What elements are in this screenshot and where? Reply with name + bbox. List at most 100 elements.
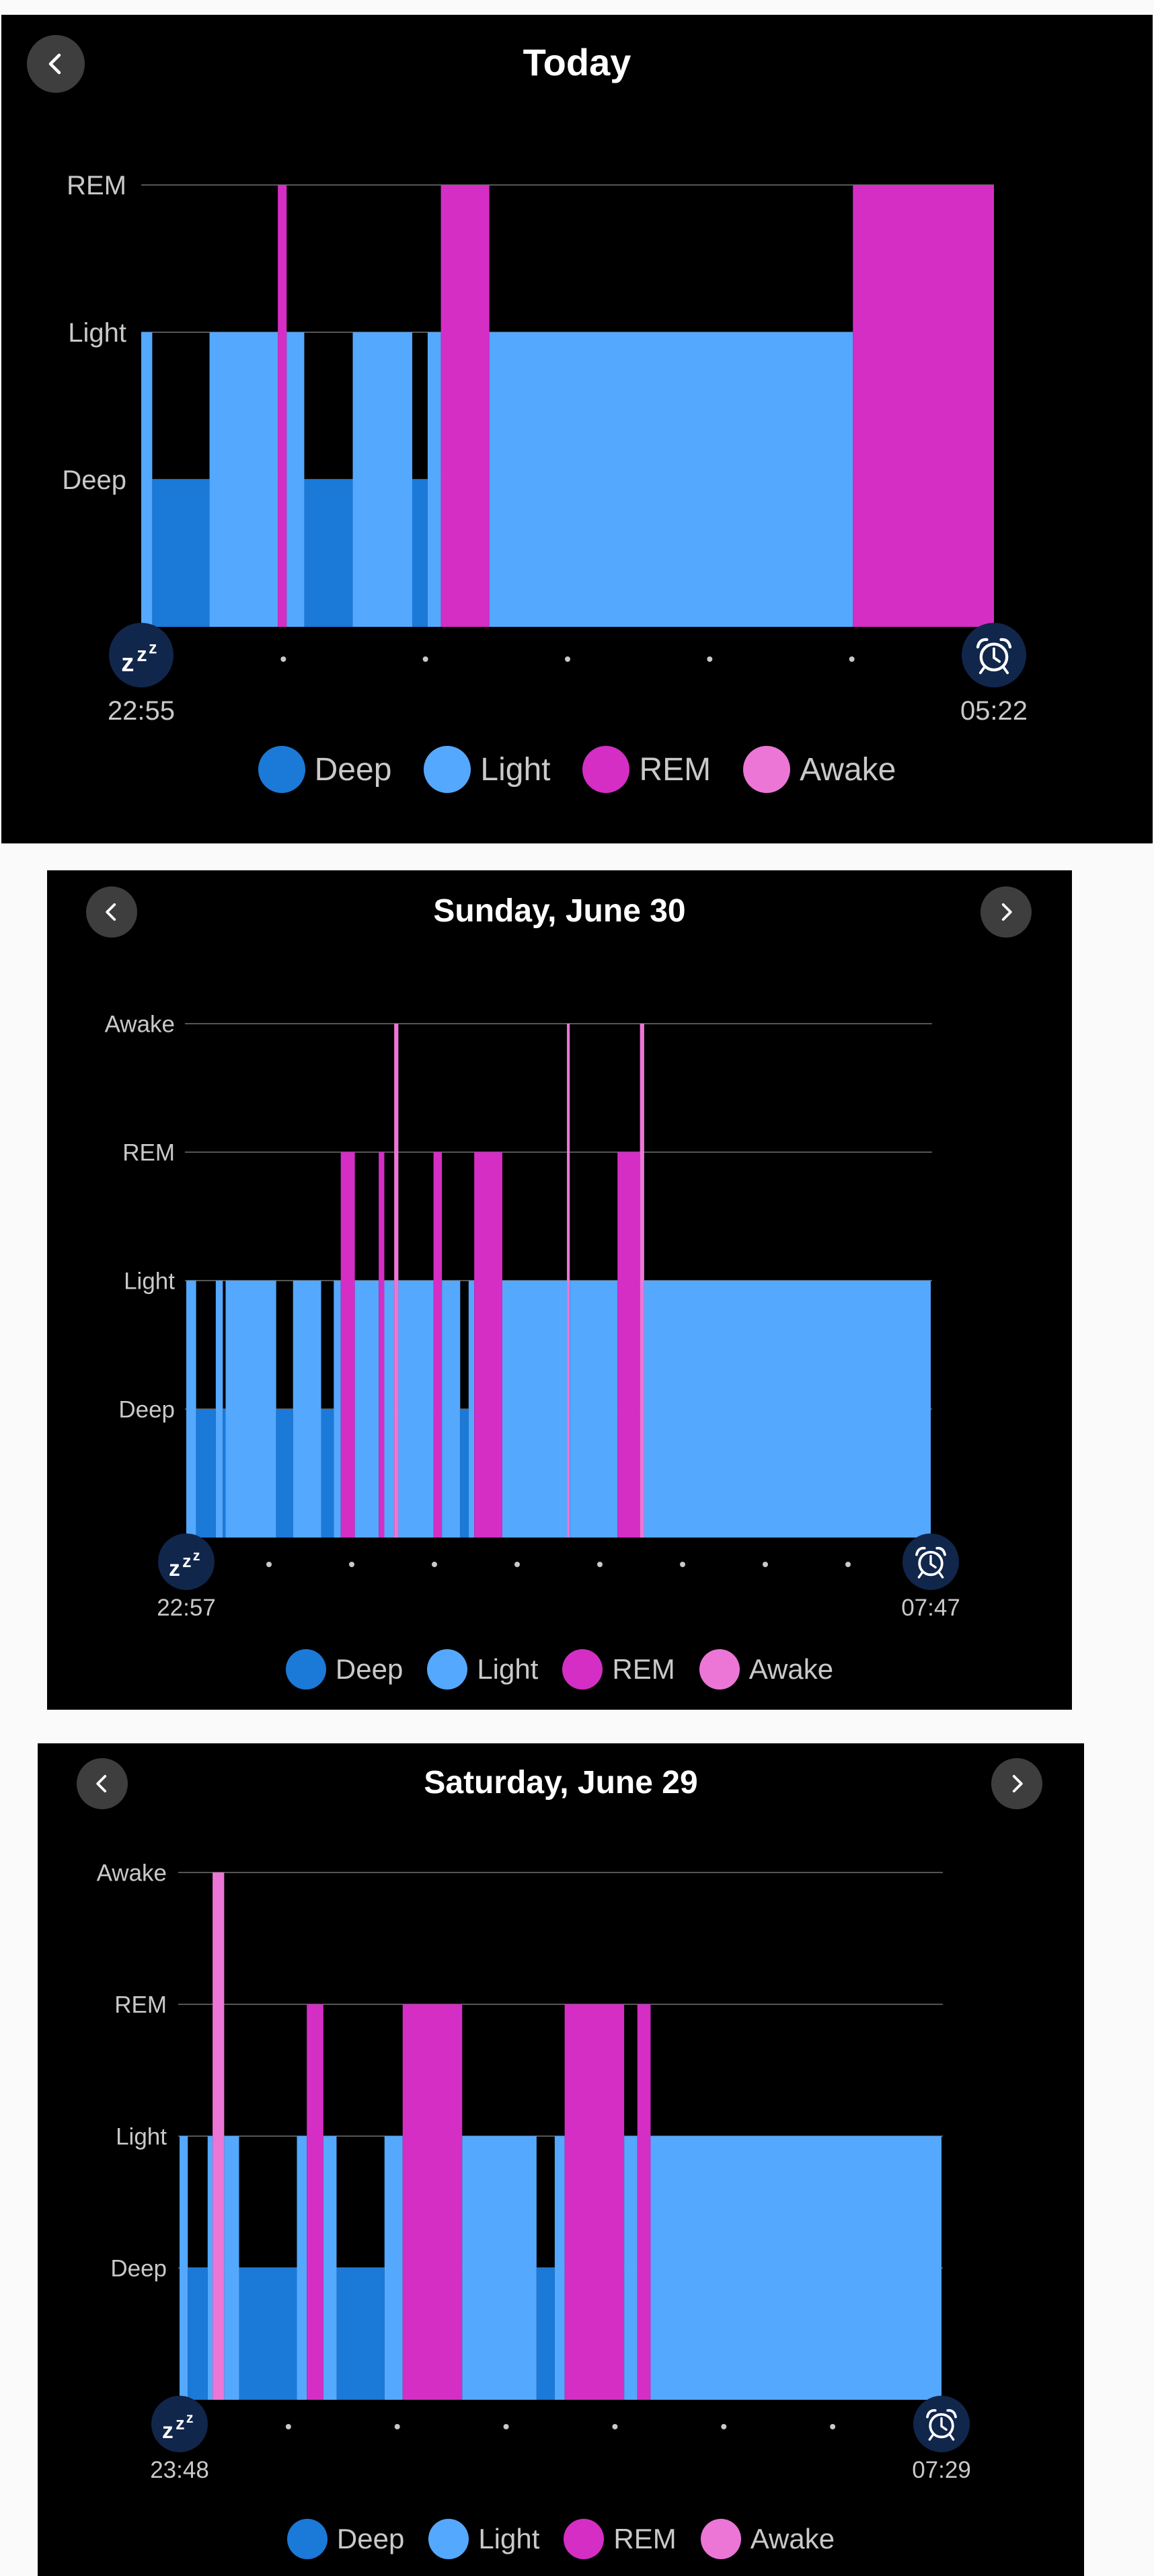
stage-bar-deep: [536, 2268, 555, 2400]
legend-label: Light: [477, 1653, 539, 1685]
legend-label: Light: [480, 751, 551, 788]
legend-swatch-deep: [285, 1649, 326, 1690]
end-time-label: 07:47: [901, 1595, 960, 1621]
stage-bar-light: [207, 2136, 213, 2400]
legend-item-awake: Awake: [743, 746, 896, 793]
stage-bar-rem: [340, 1152, 355, 1538]
svg-text:z: z: [182, 1551, 191, 1571]
legend-swatch-light: [424, 746, 471, 793]
svg-text:z: z: [169, 1556, 180, 1581]
stage-bar-deep: [321, 1409, 334, 1538]
legend-label: REM: [613, 2523, 677, 2554]
svg-text:z: z: [193, 1548, 200, 1564]
back-button[interactable]: [27, 35, 85, 93]
stage-bar-light: [554, 2136, 565, 2400]
start-time-label: 23:48: [150, 2457, 209, 2483]
stage-bar-light: [384, 2136, 403, 2400]
next-day-button[interactable]: [991, 1758, 1042, 1809]
svg-text:z: z: [149, 640, 157, 658]
stage-bar-light: [489, 332, 853, 627]
axis-tick-dot: [285, 2424, 291, 2429]
stage-bar-light: [354, 1281, 379, 1538]
axis-tick-dot: [721, 2424, 727, 2429]
stage-bar-light: [186, 1281, 196, 1538]
sleep-stage-chart: Deep Light REM Awake z z z 23:48 07:29: [97, 1860, 971, 2483]
legend-item-rem: REM: [564, 2519, 677, 2559]
stage-bar-light: [209, 332, 278, 627]
axis-tick-dot: [849, 656, 855, 662]
svg-text:z: z: [162, 2419, 174, 2444]
y-axis-label-light: Light: [124, 1268, 175, 1294]
alarm-clock-icon: [902, 1533, 959, 1590]
axis-tick-dot: [349, 1562, 354, 1567]
alarm-clock-icon: [913, 2396, 970, 2452]
sleep-stage-chart: Deep Light REM Awake z z z 22:57 07:47: [105, 1011, 960, 1621]
stage-bar-light: [644, 1281, 931, 1538]
stage-bar-light: [427, 332, 441, 627]
axis-tick-dot: [394, 2424, 400, 2429]
stage-bar-rem: [853, 185, 994, 627]
alarm-clock-icon: [962, 623, 1026, 687]
sleep-stage-chart: Deep Light REM z z z 22:55 05:22: [62, 171, 1028, 726]
stage-bar-deep: [188, 2268, 208, 2400]
stage-bar-light: [215, 1281, 223, 1538]
stage-bar-light: [570, 1281, 618, 1538]
stage-bar-light: [141, 332, 153, 627]
legend-swatch-rem: [562, 1649, 603, 1690]
y-axis-label-awake: Awake: [105, 1011, 175, 1037]
chevron-right-icon: [1001, 903, 1012, 921]
legend-swatch-light: [427, 1649, 468, 1690]
axis-tick-dot: [514, 1562, 520, 1567]
legend-label: Deep: [335, 1653, 403, 1685]
stage-bar-rem: [278, 185, 287, 627]
axis-tick-dot: [830, 2424, 836, 2429]
legend-label: REM: [612, 1653, 675, 1685]
next-day-button[interactable]: [980, 886, 1032, 938]
stage-bar-light: [225, 1281, 276, 1538]
stage-bar-awake: [567, 1024, 570, 1538]
y-axis-label-rem: REM: [67, 171, 126, 200]
chart-legend: Deep Light REM Awake: [38, 2519, 1084, 2559]
sleep-card-saturday-june-29: Saturday, June 29 Deep Light REM Awake z z z 23…: [38, 1743, 1084, 2576]
start-time-label: 22:55: [108, 696, 175, 726]
y-axis-label-deep: Deep: [62, 465, 126, 495]
legend-label: Awake: [750, 2523, 835, 2554]
legend-item-deep: Deep: [258, 746, 391, 793]
stage-bar-light: [650, 2136, 941, 2400]
chevron-left-icon: [106, 903, 116, 921]
stage-bar-light: [442, 1281, 461, 1538]
stage-bar-light: [334, 1281, 341, 1538]
stage-bar-deep: [152, 480, 210, 627]
stage-bar-rem: [379, 1152, 385, 1538]
previous-day-button[interactable]: [86, 886, 137, 938]
y-axis-label-awake: Awake: [97, 1860, 167, 1886]
y-axis-label-light: Light: [68, 318, 126, 348]
day-title: Sunday, June 30: [433, 893, 686, 929]
stage-bar-rem: [637, 2004, 651, 2400]
legend-label: REM: [639, 751, 711, 788]
legend-item-rem: REM: [562, 1649, 675, 1690]
stage-bar-light: [180, 2136, 188, 2400]
stage-bar-deep: [239, 2268, 297, 2400]
stage-bar-awake: [640, 1024, 644, 1538]
y-axis-label-deep: Deep: [118, 1396, 175, 1423]
stage-bar-rem: [440, 185, 490, 627]
legend-item-light: Light: [428, 2519, 539, 2559]
stage-bar-rem: [402, 2004, 463, 2400]
legend-swatch-deep: [286, 2519, 328, 2559]
axis-tick-dot: [707, 656, 713, 662]
stage-bar-light: [352, 332, 413, 627]
axis-tick-dot: [503, 2424, 509, 2429]
legend-item-light: Light: [427, 1649, 538, 1690]
stage-bar-light: [224, 2136, 239, 2400]
stage-bar-light: [293, 1281, 321, 1538]
stage-bar-deep: [196, 1409, 216, 1538]
page-title: Today: [523, 41, 631, 83]
axis-tick-dot: [612, 2424, 618, 2429]
svg-text:z: z: [121, 648, 134, 677]
previous-day-button[interactable]: [77, 1758, 128, 1809]
stage-bar-rem: [564, 2004, 625, 2400]
end-time-label: 07:29: [912, 2457, 971, 2483]
stage-bar-deep: [304, 480, 353, 627]
